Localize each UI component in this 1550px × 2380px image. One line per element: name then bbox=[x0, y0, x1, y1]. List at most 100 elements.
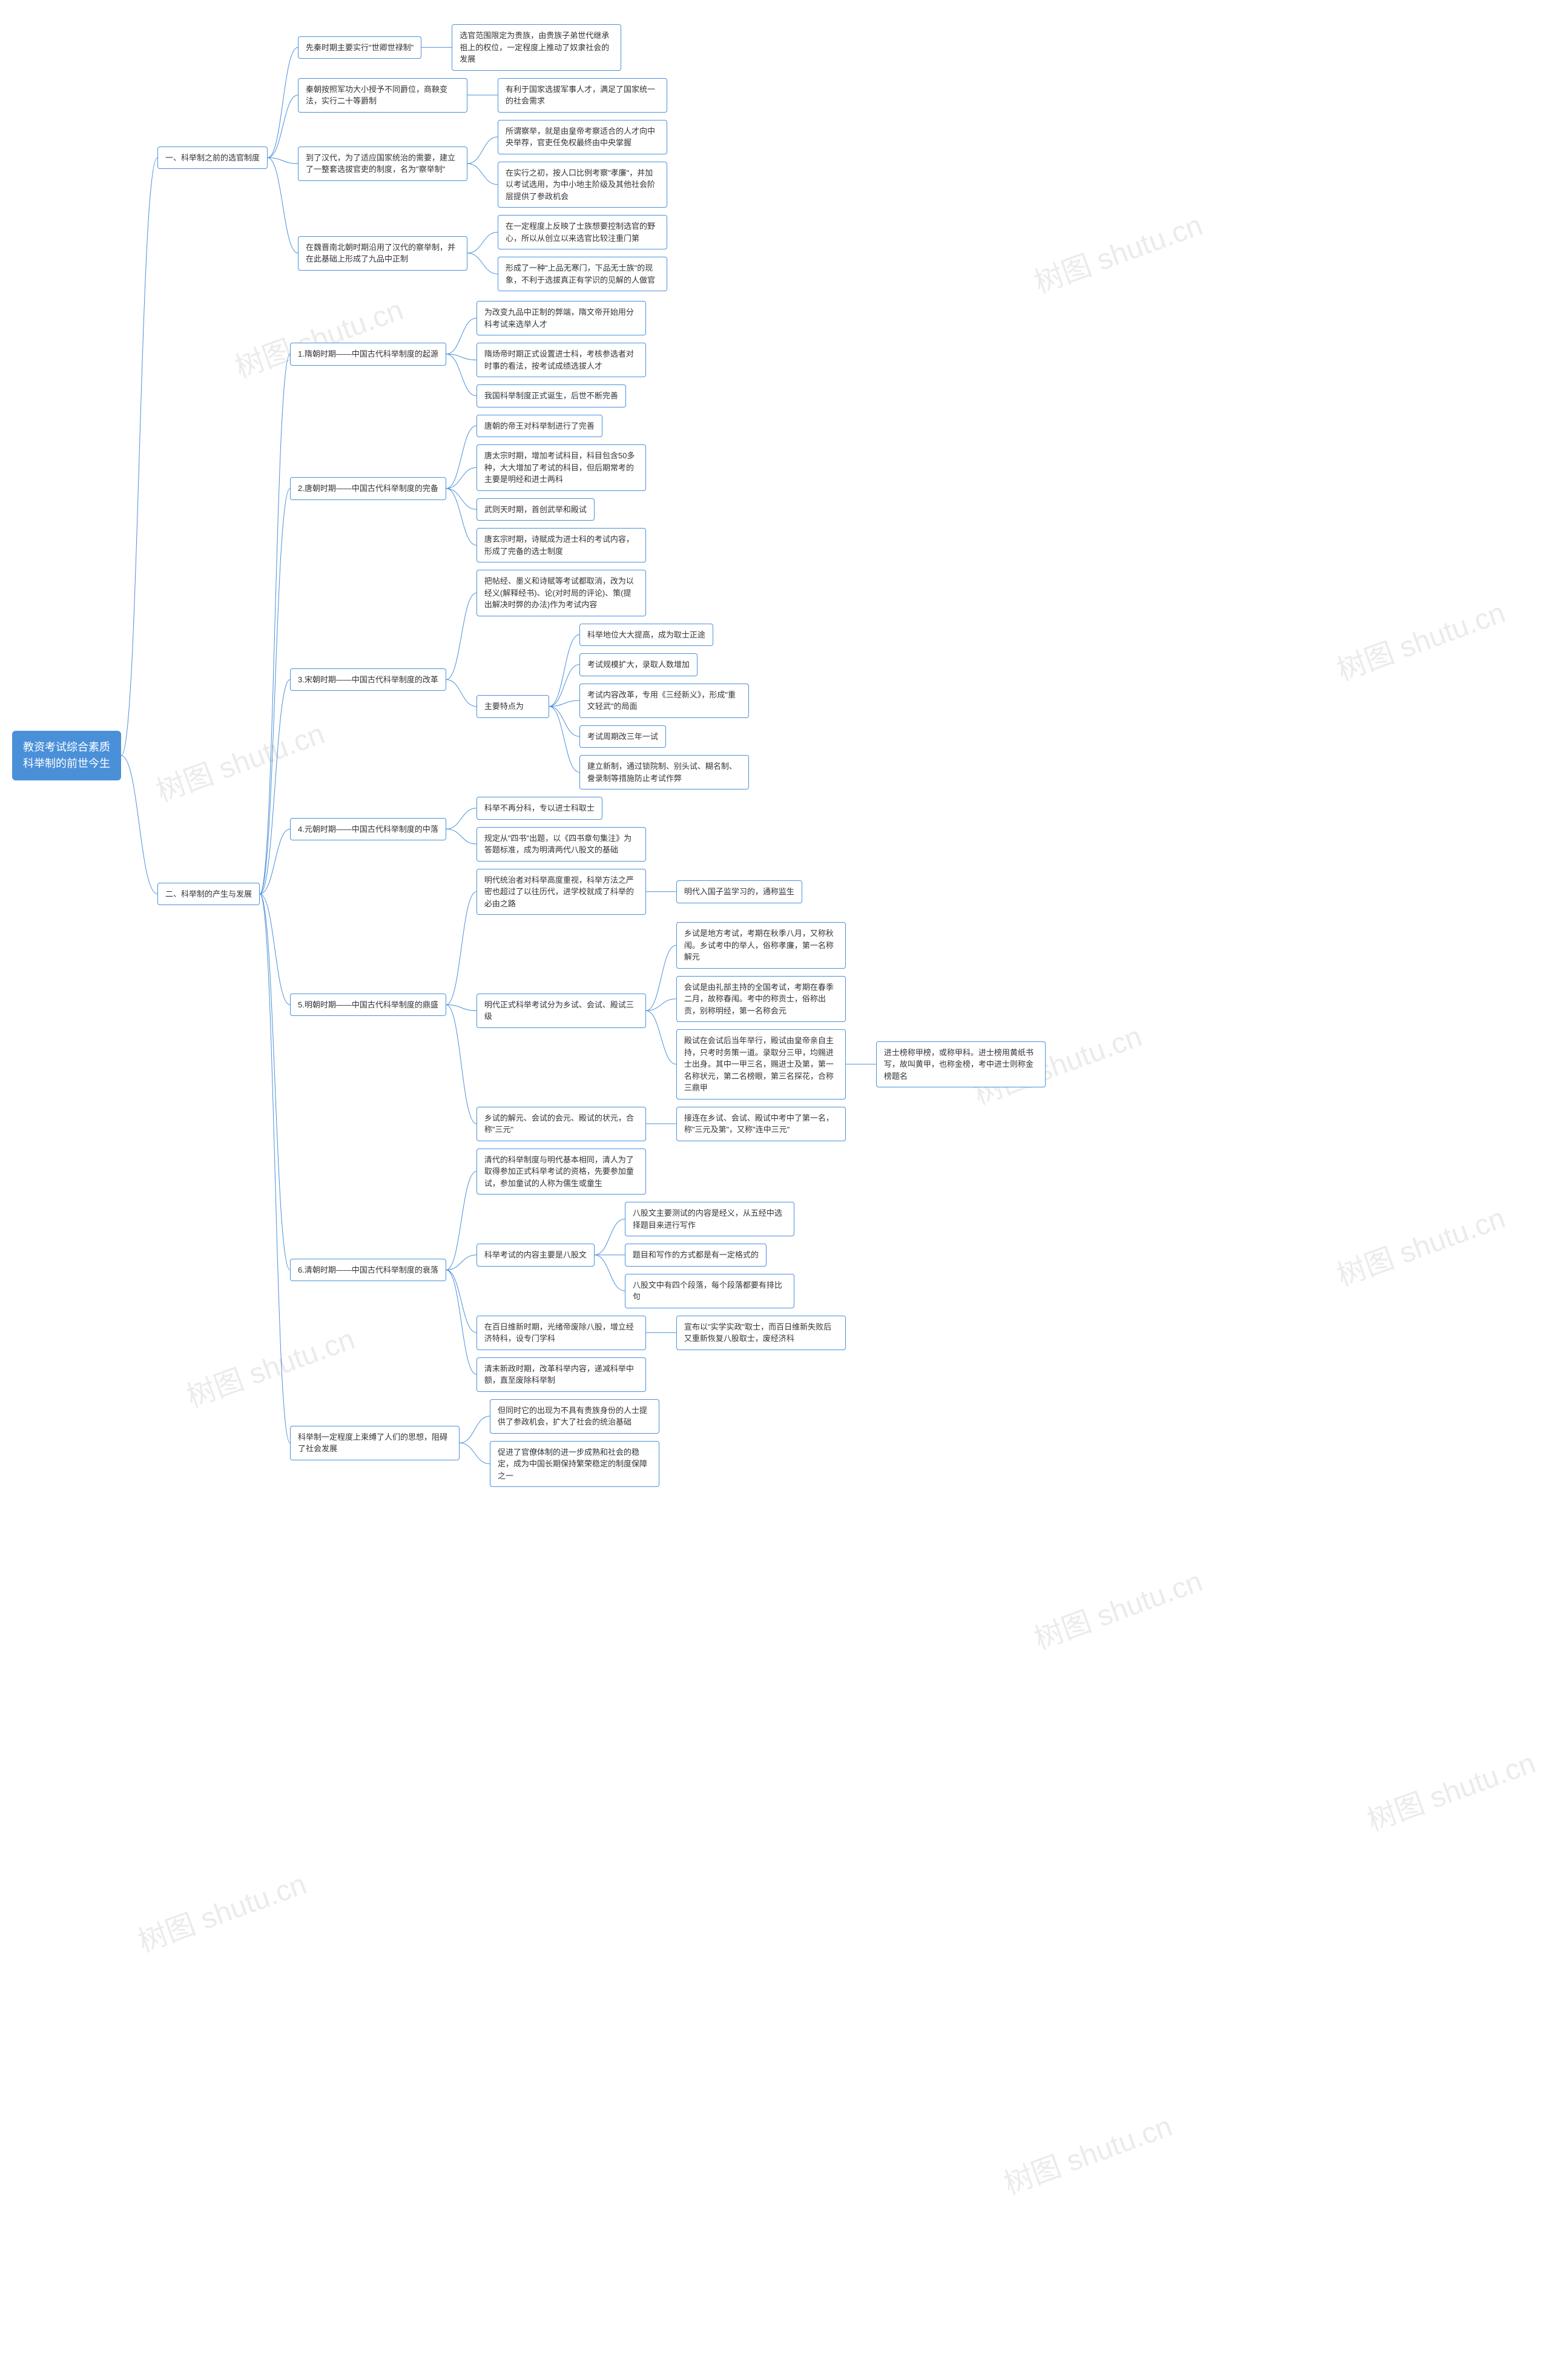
node-row: 形成了一种"上品无寒门，下品无士族"的现象，不利于选拔真正有学识的见解的人做官 bbox=[498, 257, 667, 291]
node-row: 进士榜称甲榜，或称甲科。进士榜用黄纸书写，故叫黄甲，也称金榜，考中进士则称金榜题… bbox=[876, 1041, 1046, 1088]
node-children: 但同时它的出现为不具有贵族身份的人士提供了参政机会，扩大了社会的统治基础促进了官… bbox=[490, 1399, 659, 1488]
node-row: 秦朝按照军功大小授予不同爵位，商鞅变法，实行二十等爵制有利于国家选拔军事人才，满… bbox=[298, 78, 667, 113]
mindmap-node[interactable]: 考试内容改革，专用《三经新义》，形成"重文轻武"的局面 bbox=[579, 684, 749, 718]
mindmap-node[interactable]: 所谓察举，就是由皇帝考察适合的人才向中央举荐，官吏任免权最终由中央掌握 bbox=[498, 120, 667, 154]
node-row: 八股文中有四个段落，每个段落都要有排比句 bbox=[625, 1274, 794, 1308]
mindmap-node[interactable]: 清末新政时期，改革科举内容，递减科举中额，直至废除科举制 bbox=[477, 1357, 646, 1392]
mindmap-node[interactable]: 到了汉代，为了适应国家统治的需要，建立了一整套选拔官吏的制度，名为"察举制" bbox=[298, 147, 467, 181]
mindmap-node[interactable]: 明代入国子监学习的，通称监生 bbox=[676, 880, 802, 903]
mindmap-node[interactable]: 我国科举制度正式诞生，后世不断完善 bbox=[477, 384, 626, 407]
mindmap-node[interactable]: 选官范围限定为贵族，由贵族子弟世代继承祖上的权位，一定程度上推动了奴隶社会的发展 bbox=[452, 24, 621, 71]
mindmap-node[interactable]: 明代正式科举考试分为乡试、会试、殿试三级 bbox=[477, 994, 646, 1028]
node-row: 所谓察举，就是由皇帝考察适合的人才向中央举荐，官吏任免权最终由中央掌握 bbox=[498, 120, 667, 154]
mindmap-node[interactable]: 进士榜称甲榜，或称甲科。进士榜用黄纸书写，故叫黄甲，也称金榜，考中进士则称金榜题… bbox=[876, 1041, 1046, 1088]
node-row: 明代入国子监学习的，通称监生 bbox=[676, 880, 802, 903]
node-row: 科举地位大大提高，成为取士正途 bbox=[579, 624, 749, 647]
mindmap-node[interactable]: 形成了一种"上品无寒门，下品无士族"的现象，不利于选拔真正有学识的见解的人做官 bbox=[498, 257, 667, 291]
mindmap-node[interactable]: 清代的科举制度与明代基本相同，清人为了取得参加正式科举考试的资格，先要参加童试，… bbox=[477, 1149, 646, 1195]
mindmap-node[interactable]: 为改变九品中正制的弊端，隋文帝开始用分科考试来选举人才 bbox=[477, 301, 646, 335]
mindmap-node[interactable]: 促进了官僚体制的进一步成熟和社会的稳定，成为中国长期保持繁荣稳定的制度保障之一 bbox=[490, 1441, 659, 1488]
node-children: 在一定程度上反映了士族想要控制选官的野心，所以从创立以来选官比较注重门第形成了一… bbox=[498, 215, 667, 291]
mindmap-node[interactable]: 4.元朝时期——中国古代科举制度的中落 bbox=[290, 818, 446, 841]
node-children: 进士榜称甲榜，或称甲科。进士榜用黄纸书写，故叫黄甲，也称金榜，考中进士则称金榜题… bbox=[876, 1041, 1046, 1088]
node-children: 明代统治者对科举高度重视，科举方法之严密也超过了以往历代，进学校就成了科举的必由… bbox=[477, 869, 1046, 1141]
mindmap-node[interactable]: 科举地位大大提高，成为取士正途 bbox=[579, 624, 713, 647]
node-children: 八股文主要测试的内容是经义，从五经中选择题目来进行写作题目和写作的方式都是有一定… bbox=[625, 1202, 794, 1308]
node-row: 考试周期改三年一试 bbox=[579, 725, 749, 748]
node-row: 科举制一定程度上束缚了人们的思想，阻碍了社会发展但同时它的出现为不具有贵族身份的… bbox=[290, 1399, 1046, 1488]
mindmap-node[interactable]: 但同时它的出现为不具有贵族身份的人士提供了参政机会，扩大了社会的统治基础 bbox=[490, 1399, 659, 1434]
node-row: 为改变九品中正制的弊端，隋文帝开始用分科考试来选举人才 bbox=[477, 301, 646, 335]
mindmap-node[interactable]: 武则天时期，首创武举和殿试 bbox=[477, 498, 595, 521]
mindmap-node[interactable]: 接连在乡试、会试、殿试中考中了第一名，称"三元及第"，又称"连中三元" bbox=[676, 1107, 846, 1141]
node-row: 二、科举制的产生与发展 1.隋朝时期——中国古代科举制度的起源 为改变九品中正制的弊… bbox=[157, 301, 1046, 1487]
node-row: 到了汉代，为了适应国家统治的需要，建立了一整套选拔官吏的制度，名为"察举制" 所谓… bbox=[298, 120, 667, 208]
node-row: 规定从"四书"出题，以《四书章句集注》为答题标准，成为明清两代八股文的基础 bbox=[477, 827, 646, 862]
mindmap-node[interactable]: 有利于国家选拔军事人才，满足了国家统一的社会需求 bbox=[498, 78, 667, 113]
node-children: 科举不再分科，专以进士科取士规定从"四书"出题，以《四书章句集注》为答题标准，成… bbox=[477, 797, 646, 862]
mindmap-node[interactable]: 1.隋朝时期——中国古代科举制度的起源 bbox=[290, 343, 446, 366]
mindmap-node[interactable]: 隋炀帝时期正式设置进士科，考核参选者对时事的看法，按考试成绩选拔人才 bbox=[477, 343, 646, 377]
mindmap-node[interactable]: 唐朝的帝王对科举制进行了完善 bbox=[477, 415, 602, 438]
mindmap-node[interactable]: 考试规模扩大，录取人数增加 bbox=[579, 653, 698, 676]
node-children: 把帖经、墨义和诗赋等考试都取消，改为以经义(解释经书)、论(对时局的评论)、策(… bbox=[477, 570, 749, 789]
node-row: 一、科举制之前的选官制度 先秦时期主要实行"世卿世禄制" 选官范围限定为贵族，由贵族… bbox=[157, 24, 1046, 291]
node-row: 有利于国家选拔军事人才，满足了国家统一的社会需求 bbox=[498, 78, 667, 113]
root-branches: 一、科举制之前的选官制度 先秦时期主要实行"世卿世禄制" 选官范围限定为贵族，由贵族… bbox=[157, 24, 1046, 1487]
node-row: 6.清朝时期——中国古代科举制度的衰落 清代的科举制度与明代基本相同，清人为了取得… bbox=[290, 1149, 1046, 1392]
mindmap-node[interactable]: 八股文主要测试的内容是经义，从五经中选择题目来进行写作 bbox=[625, 1202, 794, 1236]
node-children: 选官范围限定为贵族，由贵族子弟世代继承祖上的权位，一定程度上推动了奴隶社会的发展 bbox=[452, 24, 621, 71]
mindmap-node[interactable]: 考试周期改三年一试 bbox=[579, 725, 666, 748]
node-row: 在魏晋南北朝时期沿用了汉代的察举制，并在此基础上形成了九品中正制在一定程度上反映… bbox=[298, 215, 667, 291]
node-row: 科举不再分科，专以进士科取士 bbox=[477, 797, 646, 820]
node-row: 考试内容改革，专用《三经新义》，形成"重文轻武"的局面 bbox=[579, 684, 749, 718]
node-row: 促进了官僚体制的进一步成熟和社会的稳定，成为中国长期保持繁荣稳定的制度保障之一 bbox=[490, 1441, 659, 1488]
mindmap-node[interactable]: 唐太宗时期，增加考试科目，科目包含50多种，大大增加了考试的科目，但后期常考的主… bbox=[477, 444, 646, 491]
mindmap-node[interactable]: 在一定程度上反映了士族想要控制选官的野心，所以从创立以来选官比较注重门第 bbox=[498, 215, 667, 249]
mindmap-node[interactable]: 明代统治者对科举高度重视，科举方法之严密也超过了以往历代，进学校就成了科举的必由… bbox=[477, 869, 646, 915]
mindmap-node[interactable]: 科举制一定程度上束缚了人们的思想，阻碍了社会发展 bbox=[290, 1426, 460, 1460]
mindmap-node[interactable]: 3.宋朝时期——中国古代科举制度的改革 bbox=[290, 668, 446, 691]
node-children: 所谓察举，就是由皇帝考察适合的人才向中央举荐，官吏任免权最终由中央掌握在实行之初… bbox=[498, 120, 667, 208]
mindmap-node[interactable]: 2.唐朝时期——中国古代科举制度的完备 bbox=[290, 477, 446, 500]
watermark: 树图 shutu.cn bbox=[131, 1860, 311, 1960]
mindmap-node[interactable]: 规定从"四书"出题，以《四书章句集注》为答题标准，成为明清两代八股文的基础 bbox=[477, 827, 646, 862]
mindmap-node[interactable]: 会试是由礼部主持的全国考试，考期在春季二月，故称春闱。考中的称贡士，俗称出贡，别… bbox=[676, 976, 846, 1023]
mindmap-node[interactable]: 一、科举制之前的选官制度 bbox=[157, 147, 268, 170]
node-row: 明代正式科举考试分为乡试、会试、殿试三级乡试是地方考试，考期在秋季八月，又称秋闱… bbox=[477, 922, 1046, 1099]
mindmap-node[interactable]: 八股文中有四个段落，每个段落都要有排比句 bbox=[625, 1274, 794, 1308]
node-row: 唐朝的帝王对科举制进行了完善 bbox=[477, 415, 646, 438]
mindmap-node[interactable]: 殿试在会试后当年举行，殿试由皇帝亲自主持，只考时务策一道。录取分三甲，均赐进士出… bbox=[676, 1029, 846, 1099]
node-row: 3.宋朝时期——中国古代科举制度的改革 把帖经、墨义和诗赋等考试都取消，改为以经义… bbox=[290, 570, 1046, 789]
mindmap-node[interactable]: 把帖经、墨义和诗赋等考试都取消，改为以经义(解释经书)、论(对时局的评论)、策(… bbox=[477, 570, 646, 616]
mindmap-node[interactable]: 唐玄宗时期，诗赋成为进士科的考试内容，形成了完备的选士制度 bbox=[477, 528, 646, 562]
watermark: 树图 shutu.cn bbox=[1360, 1739, 1540, 1839]
node-children: 清代的科举制度与明代基本相同，清人为了取得参加正式科举考试的资格，先要参加童试，… bbox=[477, 1149, 846, 1392]
mindmap-node[interactable]: 在百日维新时期，光绪帝废除八股，增立经济特科，设专门学科 bbox=[477, 1316, 646, 1350]
mindmap-node[interactable]: 乡试是地方考试，考期在秋季八月，又称秋闱。乡试考中的举人，俗称孝廉，第一名称解元 bbox=[676, 922, 846, 969]
node-row: 乡试是地方考试，考期在秋季八月，又称秋闱。乡试考中的举人，俗称孝廉，第一名称解元 bbox=[676, 922, 1046, 969]
node-row: 唐太宗时期，增加考试科目，科目包含50多种，大大增加了考试的科目，但后期常考的主… bbox=[477, 444, 646, 491]
root-node[interactable]: 教资考试综合素质科举制的前世今生 bbox=[12, 731, 121, 780]
mindmap-node[interactable]: 乡试的解元、会试的会元、殿试的状元，合称"三元" bbox=[477, 1107, 646, 1141]
mindmap-node[interactable]: 5.明朝时期——中国古代科举制度的鼎盛 bbox=[290, 994, 446, 1017]
mindmap-node[interactable]: 先秦时期主要实行"世卿世禄制" bbox=[298, 36, 421, 59]
node-row: 明代统治者对科举高度重视，科举方法之严密也超过了以往历代，进学校就成了科举的必由… bbox=[477, 869, 1046, 915]
mindmap-node[interactable]: 题目和写作的方式都是有一定格式的 bbox=[625, 1244, 767, 1267]
mindmap-node[interactable]: 在实行之初，按人口比例考察"孝廉"，并加以考试选用，为中小地主阶级及其他社会阶层… bbox=[498, 162, 667, 208]
node-row: 主要特点为 科举地位大大提高，成为取士正途考试规模扩大，录取人数增加考试内容改革，… bbox=[477, 624, 749, 790]
mindmap-node[interactable]: 在魏晋南北朝时期沿用了汉代的察举制，并在此基础上形成了九品中正制 bbox=[298, 236, 467, 271]
node-row: 选官范围限定为贵族，由贵族子弟世代继承祖上的权位，一定程度上推动了奴隶社会的发展 bbox=[452, 24, 621, 71]
mindmap-node[interactable]: 二、科举制的产生与发展 bbox=[157, 883, 260, 906]
mindmap-node[interactable]: 科举不再分科，专以进士科取士 bbox=[477, 797, 602, 820]
mindmap-node[interactable]: 宣布以"实学实政"取士，而百日维新失败后又重新恢复八股取士，废经济科 bbox=[676, 1316, 846, 1350]
node-row: 4.元朝时期——中国古代科举制度的中落 科举不再分科，专以进士科取士规定从"四书"… bbox=[290, 797, 1046, 862]
mindmap-node[interactable]: 建立新制，通过锁院制、别头试、糊名制、誊录制等措施防止考试作弊 bbox=[579, 755, 749, 789]
mindmap-node[interactable]: 秦朝按照军功大小授予不同爵位，商鞅变法，实行二十等爵制 bbox=[298, 78, 467, 113]
mindmap-node[interactable]: 主要特点为 bbox=[477, 695, 549, 718]
node-row: 考试规模扩大，录取人数增加 bbox=[579, 653, 749, 676]
node-row: 建立新制，通过锁院制、别头试、糊名制、誊录制等措施防止考试作弊 bbox=[579, 755, 749, 789]
mindmap-node[interactable]: 科举考试的内容主要是八股文 bbox=[477, 1244, 595, 1267]
node-children: 科举地位大大提高，成为取士正途考试规模扩大，录取人数增加考试内容改革，专用《三经… bbox=[579, 624, 749, 790]
mindmap-node[interactable]: 6.清朝时期——中国古代科举制度的衰落 bbox=[290, 1259, 446, 1282]
